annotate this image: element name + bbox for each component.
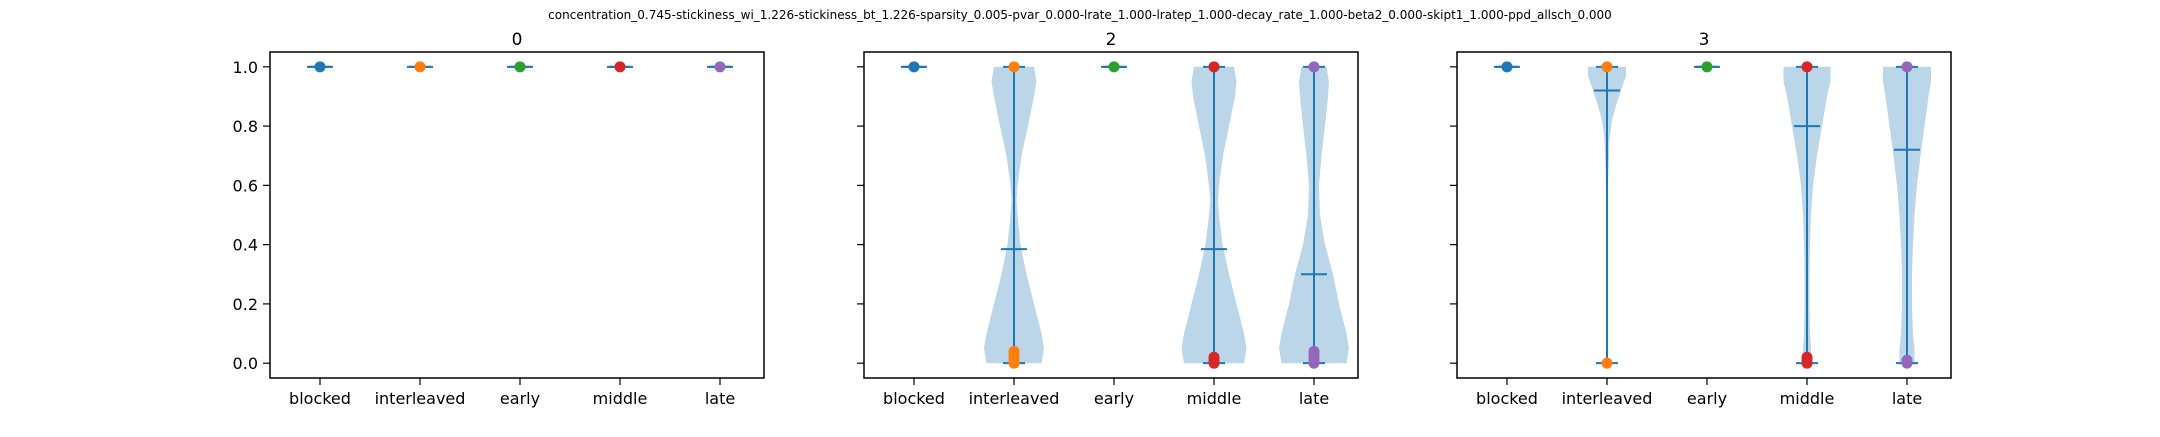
data-point xyxy=(314,61,326,73)
y-tick-label: 0.8 xyxy=(233,117,258,136)
axes-frame xyxy=(1456,51,1952,379)
data-point xyxy=(1801,351,1813,363)
x-tick-label: late xyxy=(1299,389,1329,408)
data-point xyxy=(1901,354,1913,366)
violin-early xyxy=(1694,61,1720,73)
violin-late xyxy=(707,61,733,73)
violin-interleaved xyxy=(407,61,433,73)
x-tick-label: middle xyxy=(1187,389,1242,408)
x-tick-label: early xyxy=(500,389,540,408)
data-point xyxy=(1801,61,1813,73)
violin-early xyxy=(1101,61,1127,73)
data-point xyxy=(1008,345,1020,357)
data-point xyxy=(908,61,920,73)
x-tick-label: middle xyxy=(593,389,648,408)
x-tick-label: early xyxy=(1687,389,1727,408)
data-point xyxy=(414,61,426,73)
panel-2: 3 blocked interleaved early middle late xyxy=(1450,30,1952,408)
data-point xyxy=(1501,61,1513,73)
y-tick-label: 0.4 xyxy=(233,236,258,255)
axes-frame xyxy=(863,51,1359,379)
x-tick-label: middle xyxy=(1780,389,1835,408)
violin-late xyxy=(1279,61,1349,369)
data-point xyxy=(1308,61,1320,73)
data-point xyxy=(1601,357,1613,369)
violin-interleaved xyxy=(984,61,1044,369)
y-tick-label: 0.6 xyxy=(233,176,258,195)
violin-middle xyxy=(1783,61,1831,369)
violin-late xyxy=(1883,61,1931,369)
violin-interleaved xyxy=(1588,61,1626,369)
violin-middle xyxy=(1181,61,1247,369)
panel-0: 0 0.0 0.2 0.4 0.6 0.8 1.0 blocked interleaved ear… xyxy=(233,30,765,408)
x-tick-label: late xyxy=(1892,389,1922,408)
data-point xyxy=(614,61,626,73)
violin-early xyxy=(507,61,533,73)
x-tick-label: interleaved xyxy=(1562,389,1653,408)
panel-title: 0 xyxy=(512,30,523,50)
y-tick-label: 0.0 xyxy=(233,354,258,373)
data-point xyxy=(1601,61,1613,73)
x-tick-label: interleaved xyxy=(969,389,1060,408)
data-point xyxy=(714,61,726,73)
data-point xyxy=(1901,61,1913,73)
panel-title: 2 xyxy=(1106,30,1117,50)
x-tick-label: interleaved xyxy=(375,389,466,408)
violin-blocked xyxy=(307,61,333,73)
y-tick-label: 0.2 xyxy=(233,295,258,314)
data-point xyxy=(1008,61,1020,73)
violin-blocked xyxy=(1494,61,1520,73)
data-point xyxy=(1108,61,1120,73)
x-tick-label: blocked xyxy=(1476,389,1538,408)
violin-blocked xyxy=(901,61,927,73)
data-point xyxy=(1701,61,1713,73)
x-tick-label: early xyxy=(1094,389,1134,408)
x-tick-label: blocked xyxy=(289,389,351,408)
panel-title: 3 xyxy=(1699,30,1710,50)
x-tick-label: late xyxy=(705,389,735,408)
violin-middle xyxy=(607,61,633,73)
axes-frame xyxy=(269,51,765,379)
x-tick-label: blocked xyxy=(883,389,945,408)
panels: 0 0.0 0.2 0.4 0.6 0.8 1.0 blocked interleaved ear… xyxy=(233,30,1952,408)
figure-suptitle: concentration_0.745-stickiness_wi_1.226-… xyxy=(548,8,1612,22)
data-point xyxy=(514,61,526,73)
y-tick-label: 1.0 xyxy=(233,58,258,77)
data-point xyxy=(1208,61,1220,73)
data-point xyxy=(1308,345,1320,357)
data-point xyxy=(1208,351,1220,363)
panel-1: 2 blocked interleaved early middle late xyxy=(857,30,1359,408)
